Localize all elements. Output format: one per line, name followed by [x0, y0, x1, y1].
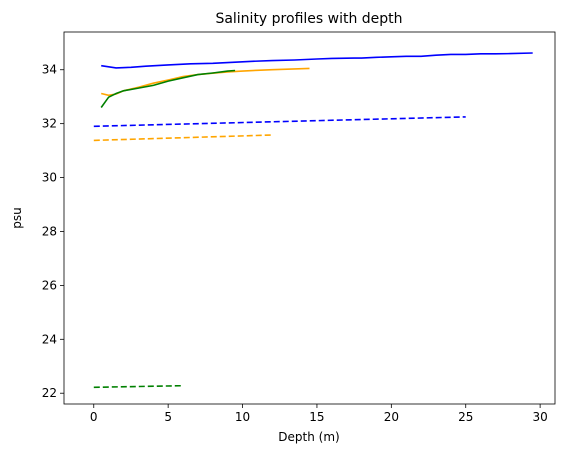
series-line-6: [93, 384, 184, 389]
x-tick-label: 15: [309, 410, 324, 424]
series-line-2: [101, 67, 310, 97]
y-tick-label: 28: [42, 224, 57, 238]
y-tick-label: 32: [42, 117, 57, 131]
y-tick-label: 34: [42, 63, 57, 77]
x-tick-label: 25: [458, 410, 473, 424]
series-line-4: [93, 116, 466, 128]
x-tick-label: 10: [235, 410, 250, 424]
series-line-3: [100, 69, 236, 108]
y-tick-label: 24: [42, 332, 57, 346]
x-tick-label: 0: [90, 410, 98, 424]
x-tick-label: 30: [532, 410, 547, 424]
plot-frame: [63, 31, 556, 405]
plot-area: [93, 52, 533, 389]
x-axis-label: Depth (m): [278, 430, 339, 444]
y-tick-label: 30: [42, 171, 57, 185]
series-line-1: [101, 52, 533, 69]
series-line-5: [93, 134, 273, 142]
y-axis-label: psu: [10, 207, 24, 228]
x-tick-label: 5: [164, 410, 172, 424]
y-axis: 22 24 26 28 30 32 34: [42, 63, 64, 400]
y-tick-label: 22: [42, 386, 57, 400]
y-tick-label: 26: [42, 278, 57, 292]
chart-title: Salinity profiles with depth: [215, 11, 402, 27]
x-axis: 0 5 10 15 20 25 30: [90, 404, 548, 424]
x-tick-label: 20: [384, 410, 399, 424]
